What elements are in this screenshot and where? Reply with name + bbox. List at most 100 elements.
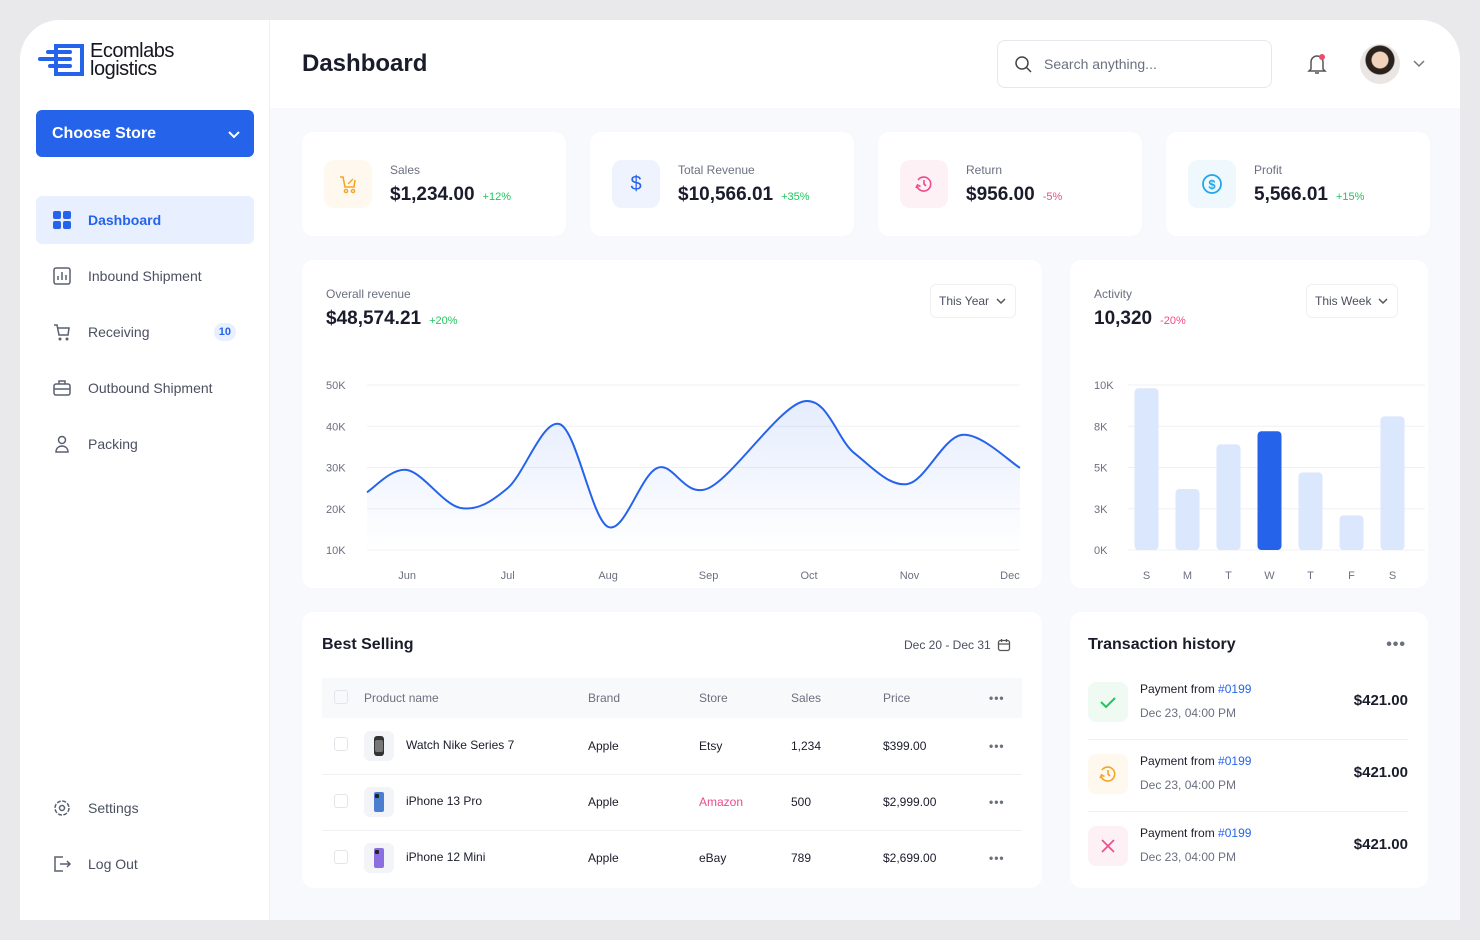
notification-bell-icon[interactable] <box>1306 53 1328 75</box>
chevron-down-icon[interactable] <box>1412 56 1426 70</box>
row-more-options-icon[interactable]: ••• <box>989 851 1005 866</box>
sidebar-item-packing[interactable]: Packing <box>36 420 254 468</box>
table-row[interactable]: iPhone 13 Pro Apple Amazon 500 $2,999.00… <box>322 774 1022 831</box>
search-input[interactable] <box>1044 56 1244 72</box>
stat-card-total-revenue: $ Total Revenue $10,566.01 +35% <box>590 132 854 236</box>
stat-card-return: Return $956.00 -5% <box>878 132 1142 236</box>
sidebar-item-settings[interactable]: Settings <box>36 784 254 832</box>
revenue-label: Overall revenue <box>326 287 411 301</box>
transaction-amount: $421.00 <box>1353 836 1408 853</box>
transaction-prefix: Payment from <box>1140 826 1215 840</box>
search-box[interactable] <box>997 40 1272 88</box>
x-tick-label: Dec <box>1000 570 1020 582</box>
user-avatar[interactable] <box>1360 44 1400 84</box>
transaction-ref-link[interactable]: #0199 <box>1218 682 1252 696</box>
row-checkbox[interactable] <box>334 849 348 864</box>
cart-discount-icon <box>324 160 372 208</box>
y-tick-label: 20K <box>326 504 346 516</box>
activity-bar[interactable] <box>1380 416 1405 550</box>
stat-change: +15% <box>1335 191 1365 203</box>
sidebar-bottom-nav: Settings Log Out <box>36 784 254 896</box>
stat-label: Total Revenue <box>678 163 755 177</box>
sidebar-item-label: Dashboard <box>88 212 162 228</box>
row-checkbox[interactable] <box>334 793 348 808</box>
top-header: Dashboard <box>270 20 1460 108</box>
transaction-history-card: Transaction history ••• Payment from #01… <box>1070 612 1428 888</box>
transaction-ref-link[interactable]: #0199 <box>1218 754 1252 768</box>
x-tick-label: Sep <box>699 570 719 582</box>
sidebar-item-label: Receiving <box>88 324 150 340</box>
user-icon <box>55 435 69 453</box>
product-name[interactable]: iPhone 13 Pro <box>406 794 483 809</box>
best-selling-card: Best Selling Dec 20 - Dec 31 Product nam… <box>302 612 1042 888</box>
activity-bar[interactable] <box>1257 431 1282 550</box>
stat-value: $1,234.00 <box>390 184 475 205</box>
stat-label: Profit <box>1254 163 1283 177</box>
stat-card-profit: $ Profit 5,566.01 +15% <box>1166 132 1430 236</box>
more-options-icon[interactable]: ••• <box>989 691 1005 705</box>
table-row[interactable]: iPhone 12 Mini Apple eBay 789 $2,699.00 … <box>322 830 1022 886</box>
activity-bar[interactable] <box>1298 472 1323 550</box>
sidebar: Ecomlabs logistics Choose Store Dashboard… <box>20 20 270 920</box>
table-row[interactable]: Watch Nike Series 7 Apple Etsy 1,234 $39… <box>322 718 1022 775</box>
sidebar-item-outbound-shipment[interactable]: Outbound Shipment <box>36 364 254 412</box>
activity-bar[interactable] <box>1134 388 1159 550</box>
activity-bar[interactable] <box>1175 488 1200 550</box>
logo-icon <box>38 44 84 76</box>
store-cell: eBay <box>699 851 727 866</box>
activity-bar[interactable] <box>1339 515 1364 550</box>
gear-icon <box>54 800 70 816</box>
transaction-title: Payment from #0199 <box>1140 754 1251 768</box>
more-options-icon[interactable]: ••• <box>1386 636 1406 653</box>
stat-value: $956.00 <box>966 184 1035 205</box>
sidebar-item-inbound-shipment[interactable]: Inbound Shipment <box>36 252 254 300</box>
product-name[interactable]: Watch Nike Series 7 <box>406 737 515 752</box>
y-tick-label: 50K <box>326 380 346 392</box>
column-header[interactable]: Product name <box>364 678 588 718</box>
transaction-item[interactable]: Payment from #0199 Dec 23, 04:00 PM $421… <box>1088 812 1408 884</box>
sidebar-item-dashboard[interactable]: Dashboard <box>36 196 254 244</box>
sales-cell: 500 <box>791 774 883 831</box>
transaction-amount: $421.00 <box>1353 764 1408 781</box>
row-more-options-icon[interactable]: ••• <box>989 738 1005 753</box>
briefcase-icon <box>53 380 71 396</box>
column-header[interactable]: Price <box>883 678 989 718</box>
revenue-period-dropdown[interactable]: This Year <box>930 284 1017 318</box>
best-selling-table: Product name Brand Store Sales Price •••… <box>322 678 1022 886</box>
x-tick-label: Jul <box>501 570 515 582</box>
receiving-count-badge: 10 <box>213 323 236 341</box>
logo[interactable]: Ecomlabs logistics <box>36 41 174 79</box>
phone-icon <box>364 843 394 874</box>
column-header[interactable]: Brand <box>588 678 699 718</box>
row-more-options-icon[interactable]: ••• <box>989 795 1005 809</box>
app-window: Ecomlabs logistics Choose Store Dashboard… <box>20 20 1460 920</box>
transaction-date: Dec 23, 04:00 PM <box>1140 778 1237 792</box>
x-tick-label: Jun <box>398 570 416 582</box>
price-cell: $399.00 <box>883 718 989 775</box>
transaction-ref-link[interactable]: #0199 <box>1218 826 1252 840</box>
history-icon <box>1088 754 1128 794</box>
y-tick-label: 30K <box>326 463 346 475</box>
product-name[interactable]: iPhone 12 Mini <box>406 850 486 865</box>
stat-card-sales: Sales $1,234.00 +12% <box>302 132 566 236</box>
revenue-line <box>366 400 1021 529</box>
activity-period-dropdown[interactable]: This Week <box>1306 284 1399 318</box>
x-tick-label: S <box>1143 570 1150 582</box>
column-header[interactable]: Sales <box>791 678 883 718</box>
sidebar-item-log-out[interactable]: Log Out <box>36 840 254 888</box>
transaction-item[interactable]: Payment from #0199 Dec 23, 04:00 PM $421… <box>1088 740 1408 812</box>
sidebar-item-receiving[interactable]: Receiving 10 <box>36 308 254 356</box>
choose-store-button[interactable]: Choose Store <box>36 110 254 157</box>
revenue-line-chart: 50K 40K 30K 20K 10K Jun Jul Aug Sep Oct Nov Dec <box>326 380 1021 582</box>
svg-text:$: $ <box>630 173 641 195</box>
transaction-item[interactable]: Payment from #0199 Dec 23, 04:00 PM $421… <box>1088 668 1408 740</box>
column-header[interactable]: Store <box>699 678 791 718</box>
row-checkbox[interactable] <box>334 737 348 752</box>
x-tick-label: T <box>1307 570 1314 582</box>
stat-value: $10,566.01 <box>678 184 774 205</box>
select-all-checkbox[interactable] <box>334 689 348 704</box>
transaction-prefix: Payment from <box>1140 682 1215 696</box>
stat-change: -5% <box>1042 191 1063 203</box>
activity-bar[interactable] <box>1216 444 1241 550</box>
date-range-picker[interactable]: Dec 20 - Dec 31 <box>904 638 1011 652</box>
